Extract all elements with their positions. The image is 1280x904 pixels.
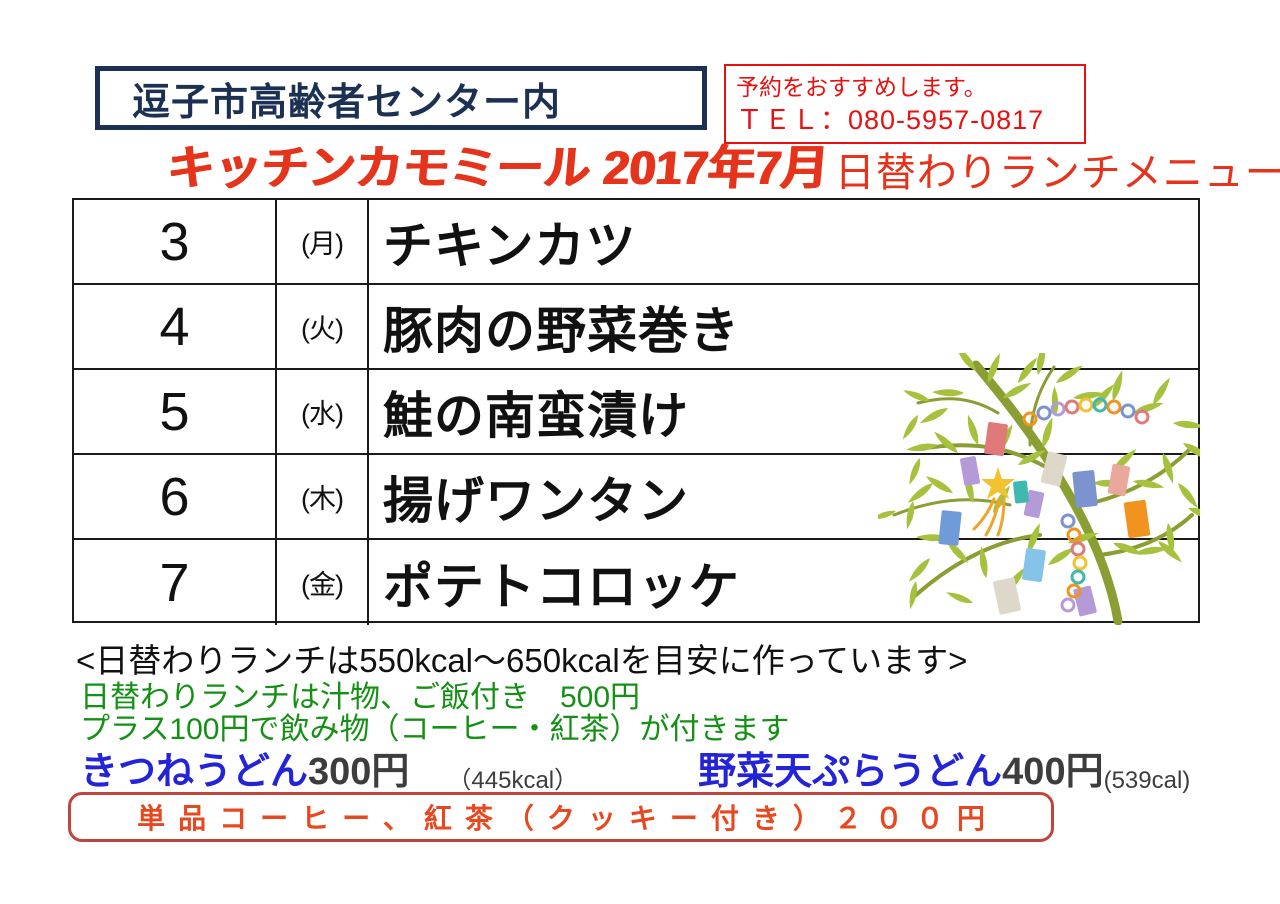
table-cell-day: 7 xyxy=(74,540,277,625)
table-cell-day: 6 xyxy=(74,455,277,540)
table-cell-weekday: (金) xyxy=(277,540,369,625)
table-cell-weekday: (水) xyxy=(277,370,369,455)
reservation-box: 予約をおすすめします。 ＴＥＬ：080-5957-0817 xyxy=(724,64,1086,144)
udon-item2-price: 400円 xyxy=(1002,751,1104,793)
table-cell-day: 3 xyxy=(74,200,277,285)
udon-item1-calories: （445kcal） xyxy=(447,767,579,794)
udon-menu-line: きつねうどん 300円 （445kcal） 野菜天ぷらうどん 400円 (539… xyxy=(80,740,1190,795)
facility-name-box: 逗子市高齢者センター内 xyxy=(95,66,707,130)
udon-item2-calories: (539cal) xyxy=(1103,767,1191,794)
table-cell-day: 5 xyxy=(74,370,277,455)
udon-item2-name: 野菜天ぷらうどん xyxy=(698,751,1003,793)
drink-offer-note: プラス100円で飲み物（コーヒー・紅茶）が付きます xyxy=(80,713,790,746)
table-cell-dish: 鮭の南蛮漬け xyxy=(369,370,1198,455)
table-cell-dish: 揚げワンタン xyxy=(369,455,1198,540)
lunch-price-note: 日替わりランチは汁物、ご飯付き 500円 xyxy=(80,681,641,714)
page-title: キッチンカモミール 2017年7月 日替わりランチメニュー xyxy=(165,141,1280,198)
udon-item1-price: 300円 xyxy=(308,751,410,793)
facility-name: 逗子市高齢者センター内 xyxy=(132,81,562,124)
table-cell-day: 4 xyxy=(74,285,277,370)
table-cell-dish: チキンカツ xyxy=(369,200,1198,285)
udon-item1-name: きつねうどん xyxy=(80,751,309,793)
coffee-price-box: 単品コーヒー、紅茶（クッキー付き）２００円 xyxy=(68,792,1054,842)
table-cell-dish: ポテトコロッケ xyxy=(383,558,740,615)
calorie-note: <日替わりランチは550kcal～650kcalを目安に作っています> xyxy=(76,642,968,679)
daily-lunch-table: 3 (月) チキンカツ 4 (火) 豚肉の野菜巻き 5 (水) 鮭の南蛮漬け 6… xyxy=(72,198,1200,625)
table-cell-weekday: (月) xyxy=(277,200,369,285)
page-title-menu-label: 日替わりランチメニュー xyxy=(834,151,1280,195)
table-cell-weekday: (火) xyxy=(277,285,369,370)
page-title-kitchen-month: キッチンカモミール 2017年7月 xyxy=(165,141,831,194)
coffee-price-text: 単品コーヒー、紅茶（クッキー付き）２００円 xyxy=(137,803,998,834)
reservation-phone: ＴＥＬ：080-5957-0817 xyxy=(736,105,1045,135)
reservation-note: 予約をおすすめします。 xyxy=(736,74,987,100)
table-cell-dish: 豚肉の野菜巻き xyxy=(369,285,1198,370)
table-cell-weekday: (木) xyxy=(277,455,369,540)
